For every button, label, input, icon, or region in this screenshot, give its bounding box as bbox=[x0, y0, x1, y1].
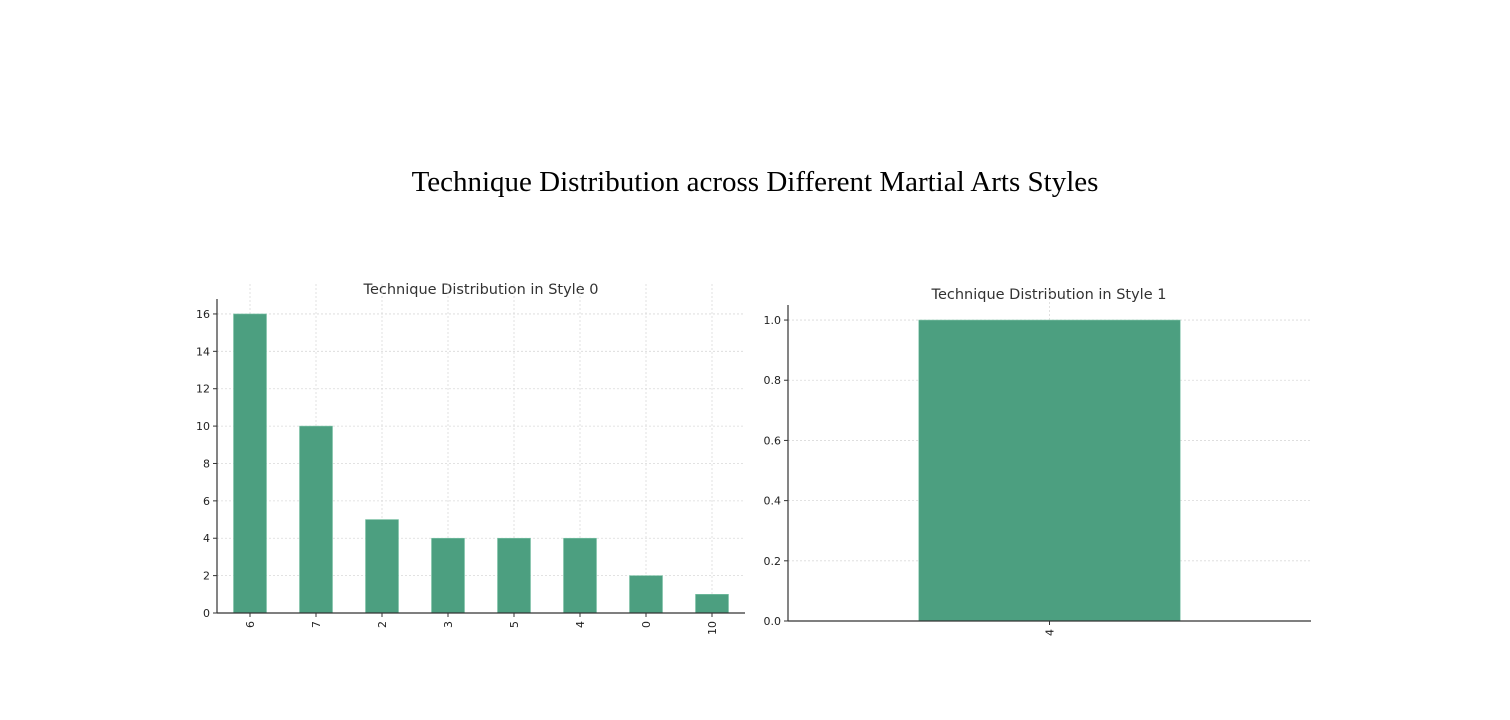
bar-2 bbox=[365, 519, 399, 614]
bar-4 bbox=[918, 319, 1181, 622]
y-tick-label: 0.2 bbox=[764, 555, 782, 568]
x-tick-label: 7 bbox=[310, 621, 323, 628]
y-tick-label: 6 bbox=[203, 495, 210, 508]
y-tick-label: 10 bbox=[196, 420, 210, 433]
x-tick-label: 10 bbox=[706, 621, 719, 635]
y-tick-label: 14 bbox=[196, 345, 210, 358]
bar-3 bbox=[431, 537, 465, 614]
y-tick-label: 12 bbox=[196, 383, 210, 396]
bar-5 bbox=[497, 537, 531, 614]
bar-10 bbox=[695, 594, 729, 614]
y-tick-label: 0.6 bbox=[764, 434, 782, 447]
bar-6 bbox=[233, 313, 267, 614]
style-0-chart-title: Technique Distribution in Style 0 bbox=[363, 282, 599, 298]
style-0-bars bbox=[233, 313, 729, 614]
y-tick-label: 0 bbox=[203, 607, 210, 620]
style-0-gridlines bbox=[217, 284, 745, 614]
y-tick-label: 4 bbox=[203, 532, 210, 545]
x-tick-label: 0 bbox=[640, 621, 653, 628]
y-tick-label: 16 bbox=[196, 308, 210, 321]
x-tick-label: 5 bbox=[508, 621, 521, 628]
style-1-y-axis-ticks: 0.0 0.2 0.4 0.6 0.8 1.0 bbox=[764, 314, 788, 628]
style-0-x-axis-ticks: 6 7 2 3 5 4 0 10 bbox=[244, 613, 719, 635]
y-tick-label: 2 bbox=[203, 570, 210, 583]
y-tick-label: 0.8 bbox=[764, 374, 782, 387]
y-tick-label: 0.0 bbox=[764, 615, 782, 628]
x-tick-label: 6 bbox=[244, 621, 257, 628]
figure-title: Technique Distribution across Different … bbox=[411, 166, 1099, 198]
style-0-y-axis-ticks: 0 2 4 6 8 10 12 14 16 bbox=[196, 308, 217, 620]
x-tick-label: 2 bbox=[376, 621, 389, 628]
bar-0 bbox=[629, 575, 663, 614]
y-tick-label: 0.4 bbox=[764, 495, 782, 508]
style-1-bars bbox=[918, 319, 1181, 622]
x-tick-label: 3 bbox=[442, 621, 455, 628]
style-1-chart-title: Technique Distribution in Style 1 bbox=[931, 287, 1167, 303]
bar-7 bbox=[299, 425, 333, 614]
y-tick-label: 1.0 bbox=[764, 314, 782, 327]
x-tick-label: 4 bbox=[574, 621, 587, 628]
style-1-x-axis-ticks: 4 bbox=[1044, 621, 1057, 636]
bar-4 bbox=[563, 537, 597, 614]
x-tick-label: 4 bbox=[1044, 629, 1057, 636]
y-tick-label: 8 bbox=[203, 457, 210, 470]
